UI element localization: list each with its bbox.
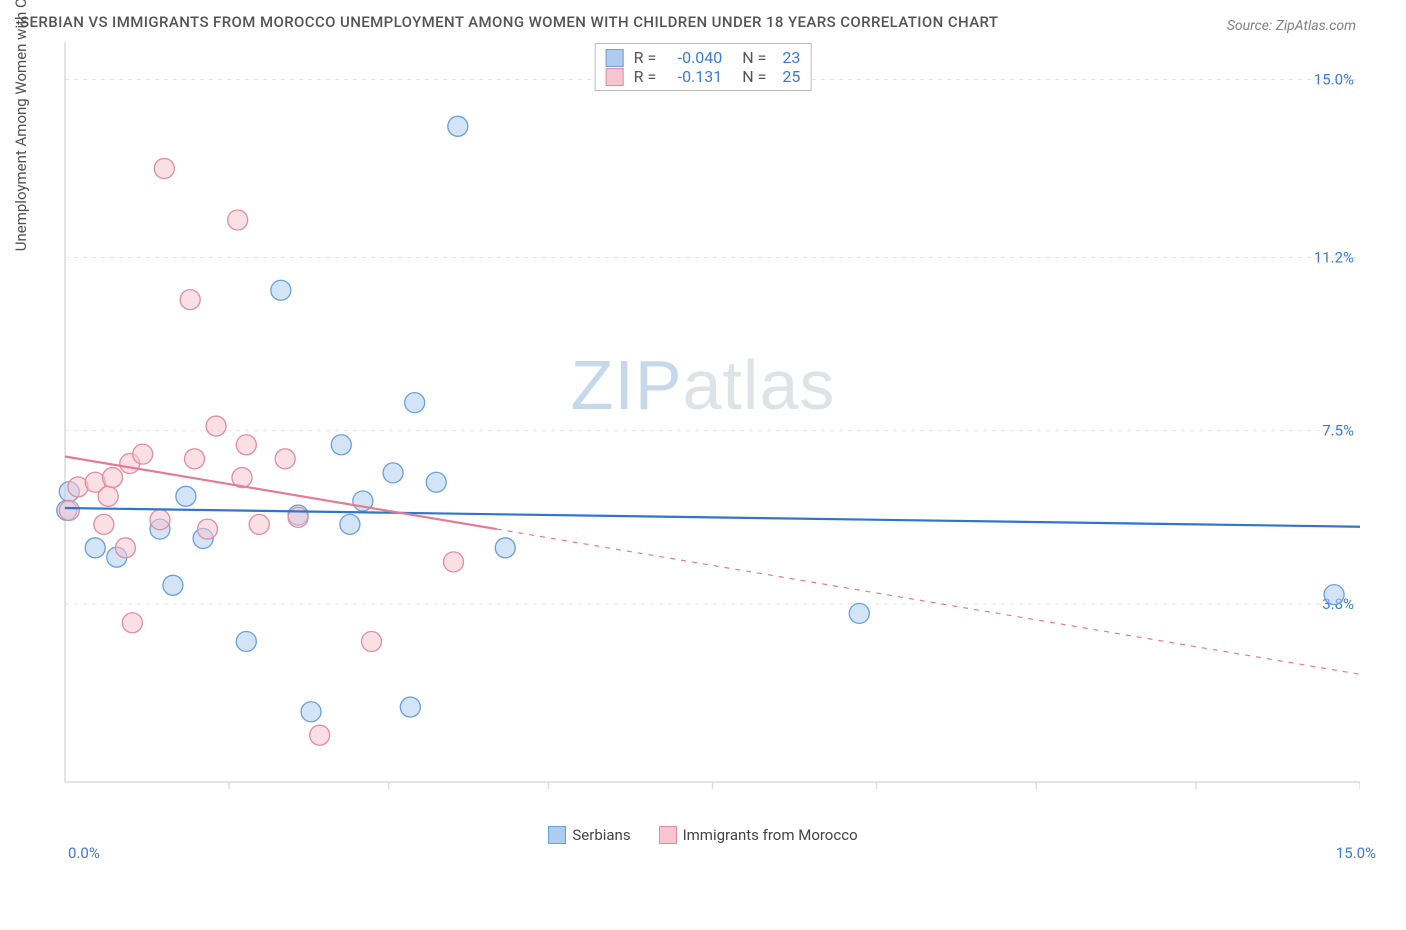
source-label: Source: ZipAtlas.com <box>1227 18 1386 34</box>
legend-item: Immigrants from Morocco <box>659 826 858 844</box>
svg-text:11.2%: 11.2% <box>1314 248 1354 266</box>
correlation-row: R = -0.131 N = 25 <box>606 67 801 86</box>
svg-text:7.5%: 7.5% <box>1322 422 1354 440</box>
correlation-row: R = -0.040 N = 23 <box>606 48 801 67</box>
correlation-legend: R = -0.040 N = 23R = -0.131 N = 25 <box>595 43 812 91</box>
x-axis-max: 15.0% <box>1336 844 1376 862</box>
scatter-chart: 3.8%7.5%11.2%15.0% <box>20 42 1360 822</box>
legend-item: Serbians <box>548 826 630 844</box>
chart-container: Unemployment Among Women with Children U… <box>20 42 1386 822</box>
y-axis-label: Unemployment Among Women with Children U… <box>12 0 30 251</box>
legend: Serbians Immigrants from Morocco <box>20 826 1386 844</box>
chart-title: SERBIAN VS IMMIGRANTS FROM MOROCCO UNEMP… <box>20 10 998 34</box>
svg-text:15.0%: 15.0% <box>1314 70 1354 88</box>
x-axis-min: 0.0% <box>68 844 100 862</box>
